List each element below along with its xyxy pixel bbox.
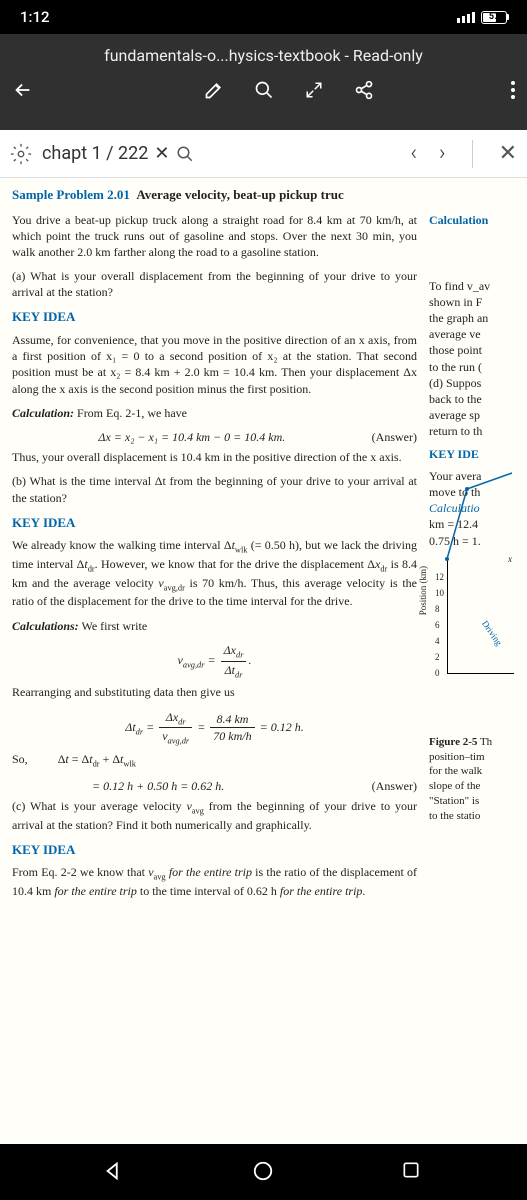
signal-icon xyxy=(457,12,475,23)
app-header: fundamentals-o...hysics-textbook - Read-… xyxy=(0,34,527,130)
sample-problem-header: Sample Problem 2.01 Average velocity, be… xyxy=(12,186,519,204)
question-b: (b) What is the time interval Δt from th… xyxy=(12,473,417,505)
android-home-button[interactable] xyxy=(252,1160,276,1184)
document-content[interactable]: Sample Problem 2.01 Average velocity, be… xyxy=(0,178,527,1144)
calc-1: Calculation: From Eq. 2-1, we have xyxy=(12,405,417,421)
close-button[interactable]: ✕ xyxy=(499,141,517,166)
android-recents-button[interactable] xyxy=(401,1160,425,1184)
equation-dtdr: Δtdr = Δxdrvavg,dr = 8.4 km70 km/h = 0.1… xyxy=(12,709,417,747)
key-idea-3: KEY IDEA xyxy=(12,841,417,859)
gear-icon[interactable] xyxy=(10,143,32,165)
toolbar xyxy=(0,73,527,111)
android-back-button[interactable] xyxy=(103,1160,127,1184)
thus-para: Thus, your overall displacement is 10.4 … xyxy=(12,449,417,465)
right-column: Calculation To find v_av shown in F the … xyxy=(429,212,519,908)
fullscreen-icon[interactable] xyxy=(303,79,325,101)
figure-caption: Figure 2-5 Th position–tim for the walk … xyxy=(429,735,519,824)
next-page-button[interactable]: › xyxy=(439,141,446,166)
status-bar: 1:12 57 xyxy=(0,0,527,34)
key-idea-1: KEY IDEA xyxy=(12,308,417,326)
calcs-first: Calculations: We first write xyxy=(12,618,417,634)
more-menu-icon[interactable] xyxy=(511,81,515,99)
prev-page-button[interactable]: ‹ xyxy=(410,141,417,166)
question-a: (a) What is your overall displacement fr… xyxy=(12,268,417,300)
back-button[interactable] xyxy=(12,79,34,101)
document-title: fundamentals-o...hysics-textbook - Read-… xyxy=(0,34,527,73)
equation-1: Δx = x₂ − x₁ = 10.4 km − 0 = 10.4 km.(An… xyxy=(12,429,417,445)
rearranging: Rearranging and substituting data then g… xyxy=(12,684,417,700)
page-control-bar: chapt 1 / 222 ✕ ‹ › ✕ xyxy=(0,130,527,178)
equation-dt-sum: = 0.12 h + 0.50 h = 0.62 h.(Answer) xyxy=(12,778,417,794)
assume-para: Assume, for convenience, that you move i… xyxy=(12,332,417,397)
intro-para: You drive a beat-up pickup truck along a… xyxy=(12,212,417,261)
question-c: (c) What is your average velocity vavg f… xyxy=(12,798,417,833)
status-right: 57 xyxy=(457,11,507,24)
position-chart: x Position (km) 0 2 4 6 8 10 12 Driving xyxy=(429,559,514,689)
key-idea-2: KEY IDEA xyxy=(12,514,417,532)
status-time: 1:12 xyxy=(20,8,50,26)
battery-icon: 57 xyxy=(481,11,507,24)
from-eq22: From Eq. 2-2 we know that vavg for the e… xyxy=(12,864,417,899)
share-icon[interactable] xyxy=(353,79,375,101)
search-icon[interactable] xyxy=(253,79,275,101)
so-line: So, Δt = Δtdr + Δtwlk xyxy=(12,751,417,770)
page-indicator[interactable]: chapt 1 / 222 ✕ xyxy=(42,143,194,164)
walking-para: We already know the walking time interva… xyxy=(12,537,417,609)
equation-vavg: vavg,dr = ΔxdrΔtdr. xyxy=(12,642,417,680)
edit-icon[interactable] xyxy=(203,79,225,101)
android-nav-bar xyxy=(0,1144,527,1200)
